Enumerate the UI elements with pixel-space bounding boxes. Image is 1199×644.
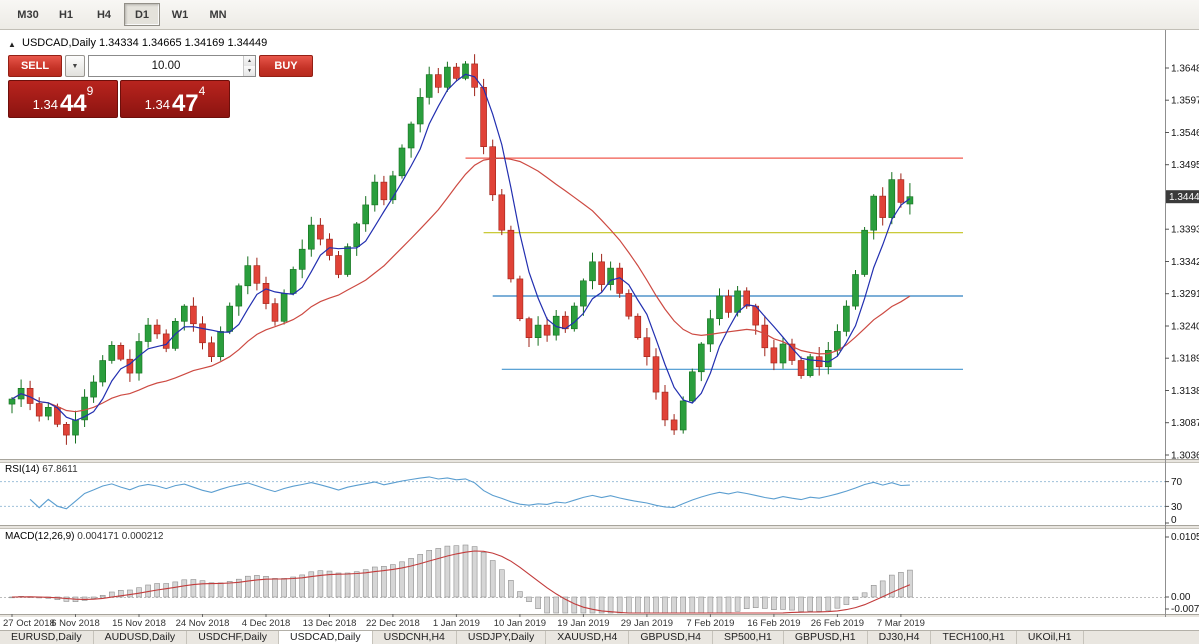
date-axis-label: 19 Jan 2019 — [557, 618, 610, 629]
chart-tab-bar: EURUSD,Daily AUDUSD,Daily USDCHF,Daily USDC… — [0, 630, 1199, 644]
chart-tab-usdjpy[interactable]: USDJPY,Daily — [457, 631, 547, 644]
svg-text:1.30365: 1.30365 — [1171, 451, 1199, 462]
date-axis-label: 24 Nov 2018 — [175, 618, 230, 629]
svg-text:1.32915: 1.32915 — [1171, 289, 1199, 300]
timeframe-toolbar: M30 H1 H4 D1 W1 MN — [0, 0, 1199, 30]
svg-text:1.33935: 1.33935 — [1171, 225, 1199, 236]
chart-ohlc-title: USDCAD,Daily 1.34334 1.34665 1.34169 1.3… — [22, 37, 268, 49]
volume-stepper: ▲ ▼ — [243, 56, 255, 76]
svg-text:0: 0 — [1171, 515, 1177, 526]
rsi-pane: 70 30 0 — [0, 476, 1183, 526]
svg-text:0.010525: 0.010525 — [1171, 532, 1199, 543]
macd-name: MACD(12,26,9) — [5, 531, 75, 542]
chart-tab-sp500[interactable]: SP500,H1 — [713, 631, 784, 644]
chart-tab-dj30[interactable]: DJ30,H4 — [868, 631, 932, 644]
chart-tab-gbpusd[interactable]: GBPUSD,H4 — [629, 631, 714, 644]
date-axis-label: 10 Jan 2019 — [493, 618, 547, 629]
macd-signal-value: 0.000212 — [121, 531, 164, 542]
rsi-value: 67.8611 — [42, 464, 78, 475]
chart-tab-xauusd[interactable]: XAUUSD,H4 — [546, 631, 630, 644]
rsi-label: RSI(14) 67.8611 — [5, 464, 78, 475]
svg-text:1.31385: 1.31385 — [1171, 386, 1199, 397]
sell-pipette: 9 — [86, 84, 94, 98]
svg-text:1.32405: 1.32405 — [1171, 322, 1199, 333]
buy-big-figure: 1.34 — [144, 97, 170, 112]
volume-input[interactable] — [89, 56, 243, 76]
svg-text:1.35465: 1.35465 — [1171, 128, 1199, 139]
timeframe-button-w1[interactable]: W1 — [171, 8, 189, 21]
chart-tab-eurusd[interactable]: EURUSD,Daily — [0, 631, 94, 644]
svg-text:30: 30 — [1171, 502, 1183, 513]
chart-tab-audusd[interactable]: AUDUSD,Daily — [94, 631, 188, 644]
one-click-controls-row: SELL ▼ ▲ ▼ BUY — [8, 55, 313, 77]
svg-text:1.34449: 1.34449 — [1169, 192, 1199, 203]
timeframe-button-h4[interactable]: H4 — [96, 8, 112, 21]
one-click-trading-panel: SELL ▼ ▲ ▼ BUY 1.34 44 9 1.34 47 4 — [8, 55, 313, 118]
rsi-line — [29, 476, 910, 510]
date-axis: 27 Oct 2018 6 Nov 2018 15 Nov 2018 24 Nov 2… — [0, 617, 1199, 630]
date-axis-label: 26 Feb 2019 — [810, 618, 865, 629]
svg-text:1.30875: 1.30875 — [1171, 418, 1199, 429]
timeframe-button-h1[interactable]: H1 — [58, 8, 74, 21]
buy-pipette: 4 — [198, 84, 206, 98]
one-click-quotes-row: 1.34 44 9 1.34 47 4 — [8, 80, 230, 118]
chevron-down-icon: ▼ — [71, 62, 79, 70]
timeframe-button-m30[interactable]: M30 — [17, 8, 39, 21]
volume-field: ▲ ▼ — [88, 55, 256, 77]
timeframe-button-mn[interactable]: MN — [209, 8, 227, 21]
svg-text:0.00: 0.00 — [1171, 592, 1191, 603]
chart-tab-ukoil[interactable]: UKOil,H1 — [1017, 631, 1084, 644]
price-axis: 1.36485 1.35975 1.35465 1.34955 1.33935 1.334… — [1165, 64, 1199, 462]
chart-tab-usdcad[interactable]: USDCAD,Daily — [279, 631, 373, 644]
macd-label: MACD(12,26,9) 0.004171 0.000212 — [5, 531, 163, 542]
sell-pips: 44 — [59, 90, 87, 117]
date-axis-label: 29 Jan 2019 — [620, 618, 674, 629]
ma-slow-line — [11, 157, 911, 413]
svg-text:70: 70 — [1171, 477, 1183, 488]
date-axis-label: 6 Nov 2018 — [51, 618, 100, 629]
macd-histogram — [9, 544, 913, 614]
rsi-name: RSI(14) — [5, 464, 40, 475]
date-axis-label: 27 Oct 2018 — [3, 618, 55, 629]
volume-up-icon[interactable]: ▲ — [244, 56, 255, 66]
svg-text:-0.0073: -0.0073 — [1171, 604, 1199, 615]
date-axis-label: 4 Dec 2018 — [241, 618, 291, 629]
current-price-badge: 1.34449 — [1166, 190, 1199, 204]
svg-text:1.31895: 1.31895 — [1171, 354, 1199, 365]
macd-signal-line — [11, 550, 911, 614]
chart-tab-usdchf[interactable]: USDCHF,Daily — [187, 631, 280, 644]
volume-dropdown-button[interactable]: ▼ — [65, 55, 85, 77]
volume-down-icon[interactable]: ▼ — [244, 66, 255, 76]
chart-canvas[interactable]: 1.36485 1.35975 1.35465 1.34955 1.33935 1.334… — [0, 30, 1199, 617]
date-axis-label: 7 Feb 2019 — [686, 618, 735, 629]
chart-tab-gbpusd[interactable]: GBPUSD,H1 — [784, 631, 868, 644]
date-axis-label: 7 Mar 2019 — [876, 618, 925, 629]
one-click-collapse-icon[interactable]: ▲ — [8, 40, 16, 49]
timeframe-button-d1[interactable]: D1 — [124, 3, 160, 26]
chart-tab-usdcnh[interactable]: USDCNH,H4 — [373, 631, 457, 644]
date-ticks — [11, 614, 902, 617]
date-axis-label: 13 Dec 2018 — [302, 618, 357, 629]
date-axis-label: 15 Nov 2018 — [112, 618, 166, 629]
buy-quote-button[interactable]: 1.34 47 4 — [120, 80, 230, 118]
svg-text:1.35975: 1.35975 — [1171, 96, 1199, 107]
buy-button[interactable]: BUY — [259, 55, 313, 77]
svg-text:1.33425: 1.33425 — [1171, 257, 1199, 268]
ma-fast-line — [11, 73, 911, 422]
buy-pips: 47 — [171, 90, 199, 117]
sell-big-figure: 1.34 — [32, 97, 58, 112]
candlestick-series — [8, 54, 914, 445]
date-axis-label: 1 Jan 2019 — [432, 618, 480, 629]
macd-main-value: 0.004171 — [77, 531, 119, 542]
svg-text:1.36485: 1.36485 — [1171, 64, 1199, 75]
sell-quote-button[interactable]: 1.34 44 9 — [8, 80, 118, 118]
chart-tab-tech100[interactable]: TECH100,H1 — [931, 631, 1017, 644]
macd-pane: 0.010525 0.00-0.0073 — [0, 532, 1199, 615]
sell-button[interactable]: SELL — [8, 55, 62, 77]
svg-text:1.34955: 1.34955 — [1171, 160, 1199, 171]
date-axis-label: 16 Feb 2019 — [747, 618, 801, 629]
date-axis-label: 22 Dec 2018 — [365, 618, 420, 629]
